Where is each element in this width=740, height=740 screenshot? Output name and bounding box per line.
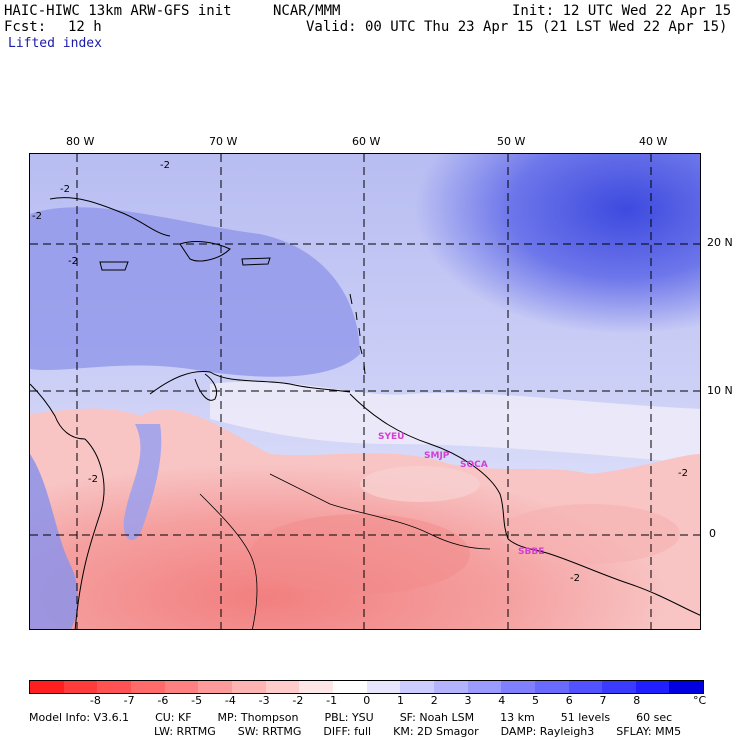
colorbar-swatch <box>433 681 468 693</box>
station-soca: SOCA <box>460 460 488 470</box>
caribbean-blue-area <box>30 207 360 377</box>
colorbar-tick-label: -5 <box>191 694 203 707</box>
field-name: Lifted index <box>8 36 102 51</box>
model-info-item: DAMP: Rayleigh3 <box>500 725 595 738</box>
colorbar-tick-label: -8 <box>89 694 101 707</box>
colorbar-swatch <box>63 681 98 693</box>
colorbar-swatch <box>299 681 333 693</box>
colorbar-swatch <box>669 681 704 693</box>
lon-label-40w: 40 W <box>639 135 668 148</box>
station-sbbe: SBBE <box>518 547 545 557</box>
colorbar-swatch <box>332 681 367 693</box>
colorbar-tick-label: 8 <box>633 694 641 707</box>
contour-label: -2 <box>68 256 78 267</box>
colorbar-tick-label: -6 <box>157 694 169 707</box>
init-time: Init: 12 UTC Wed 22 Apr 15 <box>512 3 732 19</box>
model-info-item: DIFF: full <box>323 725 372 738</box>
model-info-item: MP: Thompson <box>217 711 299 724</box>
lat-label-0: 0 <box>709 527 716 540</box>
colorbar-tick-label: -2 <box>292 694 304 707</box>
colorbar-swatch <box>568 681 603 693</box>
lon-label-60w: 60 W <box>352 135 381 148</box>
colorbar-swatch <box>534 681 569 693</box>
colorbar-swatch <box>231 681 266 693</box>
org-label: NCAR/MMM <box>273 3 341 19</box>
colorbar-swatch <box>602 681 636 693</box>
lat-label-20n: 20 N <box>707 236 733 249</box>
model-info-item: 13 km <box>500 711 535 724</box>
lifted-index-map: -2 -2 -2 -2 -2 -2 -2 <box>29 153 701 630</box>
pacific-blue-strip <box>30 454 78 629</box>
model-info-item: Model Info: V3.6.1 <box>29 711 130 724</box>
contour-label: -2 <box>678 468 688 479</box>
colorbar-swatch <box>501 681 535 693</box>
colorbar-swatch <box>265 681 300 693</box>
contour-label: -2 <box>88 474 98 485</box>
neutral-band <box>210 381 700 464</box>
colorbar-tick-label: 7 <box>599 694 607 707</box>
model-info-item: KM: 2D Smagor <box>393 725 479 738</box>
contour-label: -2 <box>60 184 70 195</box>
colorbar-tick-label: -4 <box>224 694 236 707</box>
colorbar-swatch <box>198 681 232 693</box>
model-info-item: 51 levels <box>560 711 611 724</box>
colorbar-tick-label: 6 <box>565 694 573 707</box>
forecast-label: Fcst: <box>4 19 47 35</box>
colorbar-tick-label: 0 <box>363 694 371 707</box>
contour-label: -2 <box>160 160 170 171</box>
stable-region <box>280 154 700 404</box>
lon-label-50w: 50 W <box>497 135 526 148</box>
lifted-index-colorbar <box>29 680 704 694</box>
colorbar-tick-label: 1 <box>396 694 404 707</box>
andes-blue-strip <box>123 424 162 541</box>
colorbar-swatch <box>164 681 199 693</box>
colorbar-unit: °C <box>693 694 707 707</box>
lon-label-80w: 80 W <box>66 135 95 148</box>
colorbar-swatch <box>97 681 131 693</box>
lon-label-70w: 70 W <box>209 135 238 148</box>
colorbar-swatch <box>130 681 165 693</box>
model-info-item: SFLAY: MM5 <box>616 725 682 738</box>
model-info-line1: Model Info: V3.6.1 CU: KF MP: Thompson PBL:… <box>29 711 698 724</box>
colorbar-tick-label: 3 <box>464 694 472 707</box>
contour-label: -2 <box>570 573 580 584</box>
coastlines <box>30 197 700 629</box>
model-info-item: SF: Noah LSM <box>399 711 475 724</box>
colorbar-swatch <box>635 681 670 693</box>
lat-lon-grid <box>30 154 700 629</box>
station-smjp: SMJP <box>424 451 450 461</box>
valid-time: Valid: 00 UTC Thu 23 Apr 15 (21 LST Wed … <box>306 19 728 35</box>
colorbar-swatch <box>366 681 401 693</box>
model-info-item: 60 sec <box>636 711 673 724</box>
model-title: HAIC-HIWC 13km ARW-GFS init <box>4 3 232 19</box>
colorbar-tick-label: 5 <box>531 694 539 707</box>
colorbar-tick-label: -7 <box>123 694 135 707</box>
lat-label-10n: 10 N <box>707 384 733 397</box>
model-info-line2: LW: RRTMG SW: RRTMG DIFF: full KM: 2D Smago… <box>154 725 703 738</box>
colorbar-tick-label: 2 <box>430 694 438 707</box>
forecast-hour: 12 h <box>68 19 102 35</box>
map-canvas: -2 -2 -2 -2 -2 -2 -2 <box>30 154 700 629</box>
model-info-item: PBL: YSU <box>324 711 374 724</box>
colorbar-swatch <box>467 681 502 693</box>
model-info-item: CU: KF <box>155 711 192 724</box>
contour-label: -2 <box>32 211 42 222</box>
colorbar-tick-label: -3 <box>258 694 270 707</box>
model-info-item: SW: RRTMG <box>237 725 302 738</box>
station-syeu: SYEU <box>378 432 405 442</box>
colorbar-swatch <box>30 681 64 693</box>
colorbar-swatch <box>400 681 434 693</box>
colorbar-tick-label: -1 <box>326 694 338 707</box>
model-info-item: LW: RRTMG <box>154 725 216 738</box>
colorbar-tick-label: 4 <box>498 694 506 707</box>
